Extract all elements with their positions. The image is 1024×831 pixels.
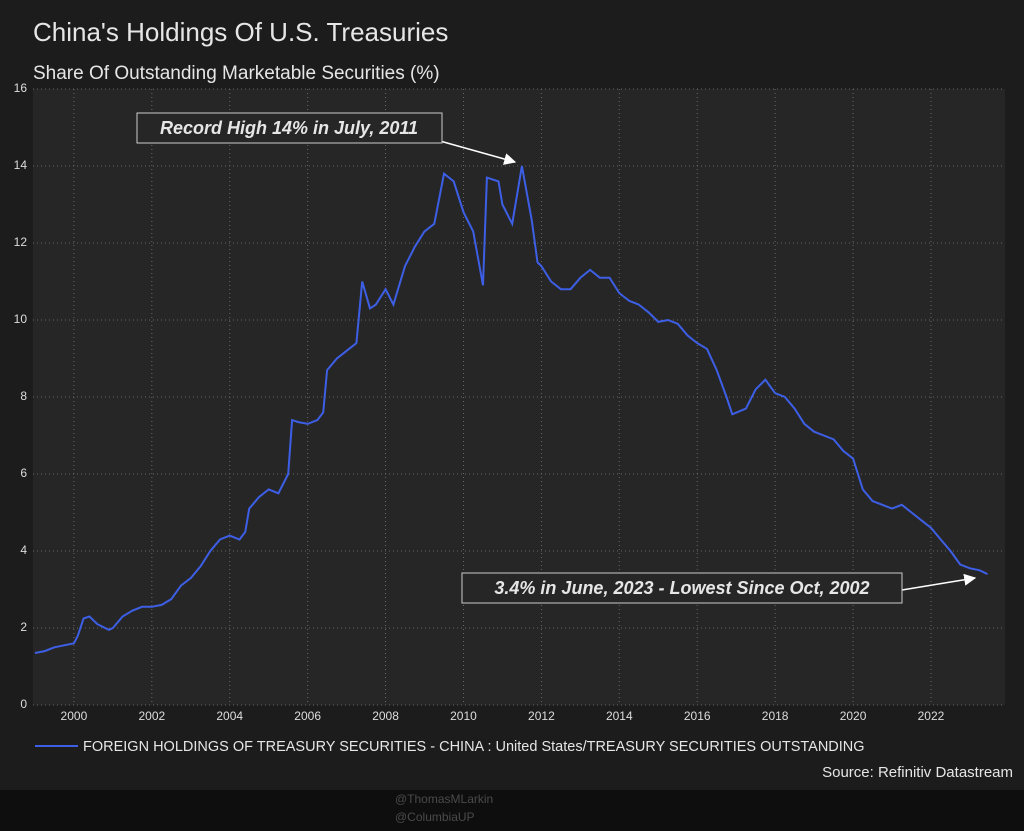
x-tick-label: 2022 [918,709,945,723]
y-tick-label: 10 [14,312,28,326]
y-tick-label: 6 [20,466,27,480]
x-tick-label: 2016 [684,709,711,723]
watermark: @ThomasMLarkin [395,792,493,806]
y-tick-label: 16 [14,81,28,95]
x-tick-label: 2020 [840,709,867,723]
annotation-arrow [439,140,517,165]
source: Source: Refinitiv Datastream [822,764,1013,781]
y-tick-label: 2 [20,620,27,634]
y-tick-label: 12 [14,235,28,249]
x-tick-label: 2002 [138,709,165,723]
x-tick-label: 2000 [61,709,88,723]
y-tick-label: 14 [14,158,28,172]
legend-label: FOREIGN HOLDINGS OF TREASURY SECURITIES … [83,739,865,755]
x-tick-label: 2004 [216,709,243,723]
annotation-box [136,112,443,144]
annotation: 3.4% in June, 2023 - Lowest Since Oct, 2… [494,578,869,598]
x-tick-label: 2006 [294,709,321,723]
grid [33,88,1005,706]
watermark: @ColumbiaUP [395,810,475,824]
y-tick-label: 8 [20,389,27,403]
y-tick-label: 0 [20,697,27,711]
y-tick-label: 4 [20,543,27,557]
x-tick-label: 2014 [606,709,633,723]
x-tick-label: 2010 [450,709,477,723]
ticks: 0 2 4 6 8 10 12 14 16 2000 2002 2004 2006 2008 2010 201… [14,81,945,723]
x-tick-label: 2018 [762,709,789,723]
x-tick-label: 2012 [528,709,555,723]
series-line [34,165,988,654]
chart-subtitle: Share Of Outstanding Marketable Securiti… [33,63,440,84]
annotation-arrow [901,573,977,591]
chart-title: China's Holdings Of U.S. Treasuries [33,17,448,47]
annotation: Record High 14% in July, 2011 [160,118,418,138]
x-tick-label: 2008 [372,709,399,723]
annotation-box [461,572,903,604]
